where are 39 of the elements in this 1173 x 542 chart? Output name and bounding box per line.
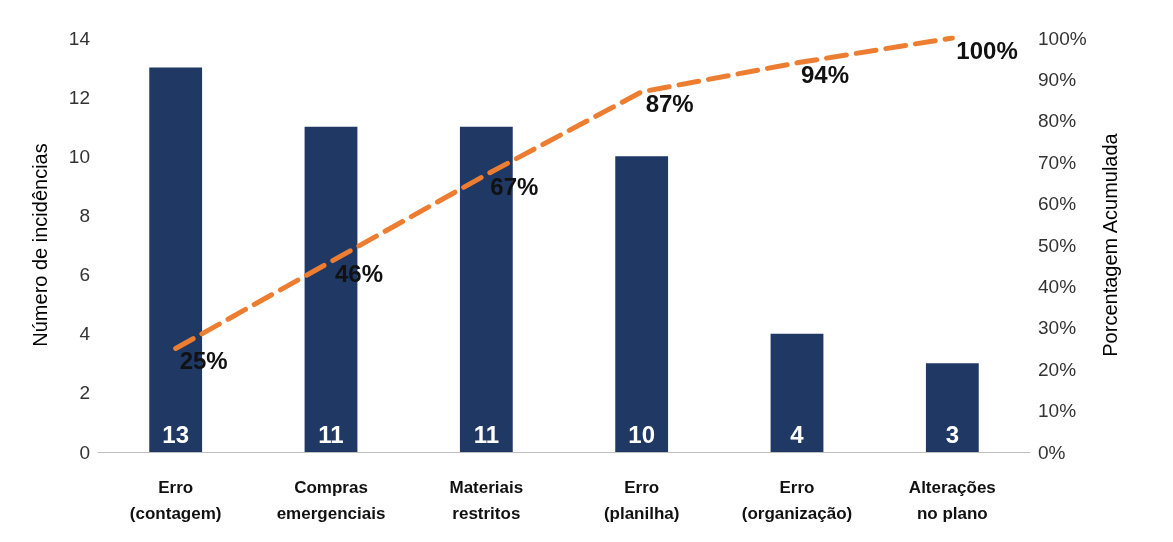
data-label: 10 bbox=[628, 420, 656, 448]
y2-axis-title: Porcentagem Acumulada bbox=[1099, 132, 1121, 357]
y-axis-title: Número de incidências bbox=[29, 143, 51, 347]
data-label: 11 bbox=[473, 420, 500, 448]
data-label: 13 bbox=[162, 420, 190, 448]
y2-tick-label: 40% bbox=[1038, 275, 1077, 297]
y-tick-label: 0 bbox=[79, 441, 90, 463]
y-tick-label: 10 bbox=[68, 145, 90, 167]
y-tick-label: 12 bbox=[68, 86, 90, 108]
y2-tick-label: 0% bbox=[1038, 441, 1066, 463]
data-label: 94% bbox=[801, 61, 850, 89]
bar bbox=[615, 156, 669, 452]
y2-tick-label: 50% bbox=[1038, 234, 1077, 256]
x-tick-label: Erro (contagem) bbox=[129, 477, 222, 523]
y-tick-label: 4 bbox=[79, 323, 91, 345]
y2-tick-label: 10% bbox=[1038, 400, 1077, 422]
y2-tick-label: 30% bbox=[1038, 317, 1077, 339]
y2-tick-label: 100% bbox=[1038, 27, 1087, 49]
data-label: 87% bbox=[645, 90, 694, 118]
y2-tick-label: 60% bbox=[1038, 193, 1077, 215]
y2-tick-label: 20% bbox=[1038, 358, 1077, 380]
data-label: 4 bbox=[790, 420, 805, 448]
data-label: 100% bbox=[956, 36, 1018, 64]
data-label: 11 bbox=[318, 420, 344, 448]
data-label: 3 bbox=[945, 420, 960, 448]
x-tick-label: Compras emergenciais bbox=[276, 477, 386, 523]
y-tick-label: 2 bbox=[79, 382, 90, 404]
x-tick-label: Erro (planilha) bbox=[603, 477, 680, 523]
y2-tick-label: 70% bbox=[1038, 151, 1077, 173]
y2-tick-label: 90% bbox=[1038, 68, 1077, 90]
x-tick-label: Materiais restritos bbox=[449, 477, 524, 523]
y-tick-label: 14 bbox=[68, 27, 91, 49]
x-tick-label: Erro (organização) bbox=[741, 477, 853, 523]
bar bbox=[925, 363, 979, 452]
y-tick-label: 8 bbox=[79, 204, 90, 226]
y-tick-label: 6 bbox=[79, 264, 90, 286]
bar bbox=[770, 333, 824, 452]
x-tick-label: Alterações no plano bbox=[908, 477, 996, 523]
y2-tick-label: 80% bbox=[1038, 110, 1077, 132]
